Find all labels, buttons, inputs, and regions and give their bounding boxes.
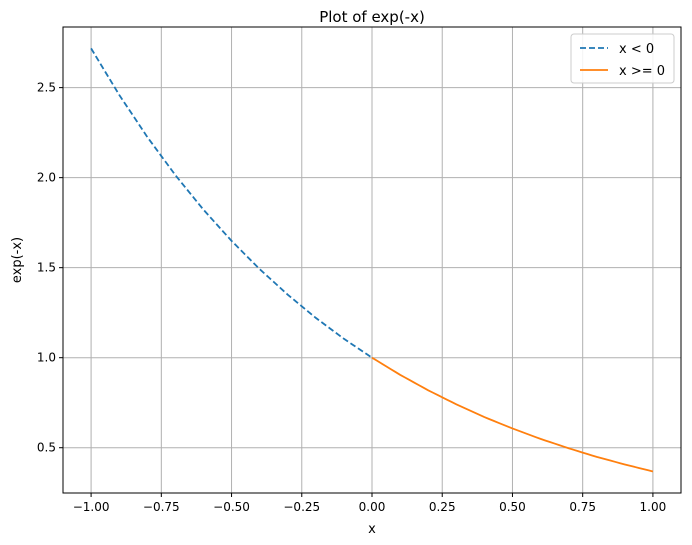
x-tick-label: 0.25 bbox=[429, 500, 456, 514]
legend: x < 0 x >= 0 bbox=[570, 33, 675, 84]
x-tick-label: −1.00 bbox=[73, 500, 110, 514]
x-axis-label: x bbox=[368, 522, 376, 537]
x-tick-label: −0.75 bbox=[143, 500, 180, 514]
x-tick-label: 0.50 bbox=[499, 500, 526, 514]
y-tick-label: 1.0 bbox=[37, 351, 56, 365]
legend-label-x-lt-0: x < 0 bbox=[619, 42, 654, 57]
y-tick-label: 2.0 bbox=[37, 171, 56, 185]
y-tick-label: 2.5 bbox=[37, 81, 56, 95]
x-tick-label: −0.25 bbox=[283, 500, 320, 514]
chart-title: Plot of exp(-x) bbox=[319, 8, 425, 26]
series-line-1 bbox=[371, 356, 654, 473]
series-line-0 bbox=[90, 47, 373, 359]
series-layer bbox=[90, 47, 654, 473]
y-tick-label: 0.5 bbox=[37, 441, 56, 455]
x-tick-label: 0.75 bbox=[569, 500, 596, 514]
x-tick-label: −0.50 bbox=[213, 500, 250, 514]
axis-ticks: −1.00 −0.75 −0.50 −0.25 0.00 0.25 0.50 0.75 1.00… bbox=[37, 81, 666, 514]
x-tick-label: 1.00 bbox=[640, 500, 667, 514]
x-tick-label: 0.00 bbox=[359, 500, 386, 514]
y-axis-label: exp(-x) bbox=[10, 237, 25, 283]
legend-label-x-ge-0: x >= 0 bbox=[619, 64, 665, 79]
y-tick-label: 1.5 bbox=[37, 261, 56, 275]
